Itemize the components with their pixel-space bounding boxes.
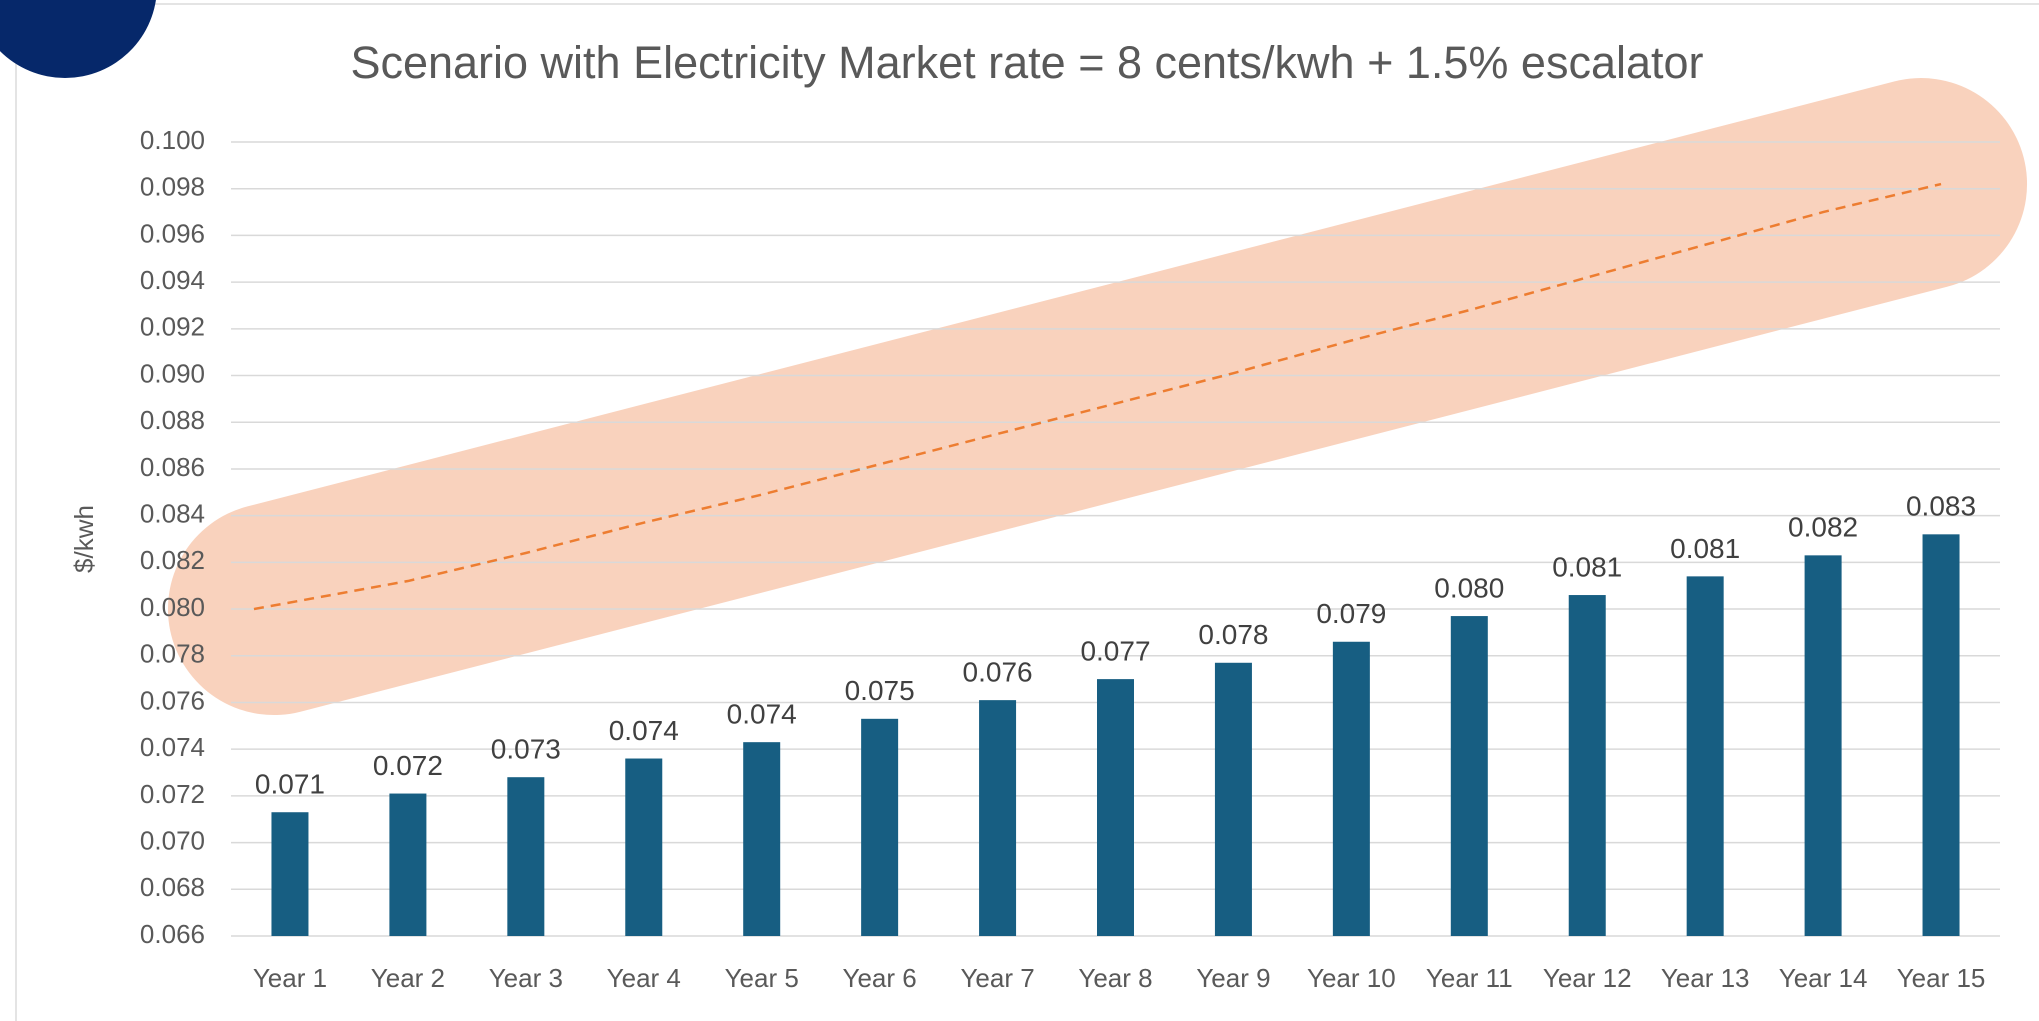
data-label: 0.077 xyxy=(1080,636,1150,667)
bar xyxy=(1332,641,1370,936)
x-tick-label: Year 7 xyxy=(960,963,1034,993)
y-tick-label: 0.074 xyxy=(140,732,205,762)
x-tick-label: Year 9 xyxy=(1196,963,1270,993)
data-label: 0.074 xyxy=(727,699,797,730)
bar xyxy=(1097,679,1134,936)
y-tick-label: 0.082 xyxy=(140,545,205,575)
y-tick-label: 0.070 xyxy=(140,825,205,855)
data-label: 0.076 xyxy=(963,657,1033,688)
bar xyxy=(743,742,781,936)
y-tick-label: 0.100 xyxy=(140,125,205,155)
data-label: 0.078 xyxy=(1198,619,1268,650)
x-tick-label: Year 1 xyxy=(253,963,327,993)
data-label: 0.081 xyxy=(1670,533,1740,564)
x-tick-label: Year 2 xyxy=(371,963,445,993)
y-tick-label: 0.098 xyxy=(140,172,205,202)
x-tick-label: Year 12 xyxy=(1543,963,1632,993)
bar xyxy=(979,700,1017,936)
data-label: 0.083 xyxy=(1906,491,1976,522)
x-tick-label: Year 11 xyxy=(1426,963,1513,993)
highlight-band xyxy=(167,78,2028,716)
y-tick-label: 0.086 xyxy=(140,452,205,482)
bar xyxy=(1568,595,1606,936)
y-tick-label: 0.084 xyxy=(140,499,205,529)
trend-line xyxy=(253,182,1942,611)
data-label: 0.082 xyxy=(1788,512,1858,543)
bar xyxy=(507,777,545,936)
y-tick-label: 0.078 xyxy=(140,639,205,669)
bar xyxy=(1686,576,1724,936)
bar xyxy=(861,718,899,936)
data-label: 0.071 xyxy=(255,769,325,800)
x-tick-label: Year 10 xyxy=(1307,963,1396,993)
y-axis-label: $/kwh xyxy=(69,505,99,573)
data-label: 0.079 xyxy=(1316,598,1386,629)
y-tick-label: 0.076 xyxy=(140,685,205,715)
x-tick-label: Year 14 xyxy=(1779,963,1868,993)
y-tick-label: 0.094 xyxy=(140,265,205,295)
bar xyxy=(1214,662,1252,936)
x-tick-label: Year 6 xyxy=(843,963,917,993)
bar xyxy=(625,758,663,936)
y-tick-label: 0.068 xyxy=(140,872,205,902)
chart-title: Scenario with Electricity Market rate = … xyxy=(350,37,1703,88)
y-tick-label: 0.096 xyxy=(140,218,205,248)
corner-badge xyxy=(0,0,156,78)
y-tick-label: 0.080 xyxy=(140,592,205,622)
y-tick-label: 0.088 xyxy=(140,405,205,435)
bar xyxy=(271,812,309,936)
data-label: 0.073 xyxy=(491,734,561,765)
data-label: 0.072 xyxy=(373,750,443,781)
x-tick-label: Year 4 xyxy=(607,963,681,993)
x-tick-label: Year 5 xyxy=(725,963,799,993)
bar xyxy=(389,793,427,936)
bar xyxy=(1922,534,1960,936)
data-label: 0.080 xyxy=(1434,572,1504,603)
bar xyxy=(1450,616,1488,936)
y-tick-label: 0.090 xyxy=(140,358,205,388)
data-label: 0.075 xyxy=(845,675,915,706)
bar xyxy=(1804,555,1842,936)
y-tick-label: 0.092 xyxy=(140,312,205,342)
y-tick-label: 0.066 xyxy=(140,919,205,949)
x-tick-label: Year 8 xyxy=(1078,963,1152,993)
highlight xyxy=(167,78,2028,716)
x-tick-label: Year 15 xyxy=(1897,963,1986,993)
y-tick-label: 0.072 xyxy=(140,779,205,809)
data-label: 0.081 xyxy=(1552,551,1622,582)
data-label: 0.074 xyxy=(609,715,679,746)
x-tick-label: Year 3 xyxy=(489,963,563,993)
x-tick-label: Year 13 xyxy=(1661,963,1750,993)
